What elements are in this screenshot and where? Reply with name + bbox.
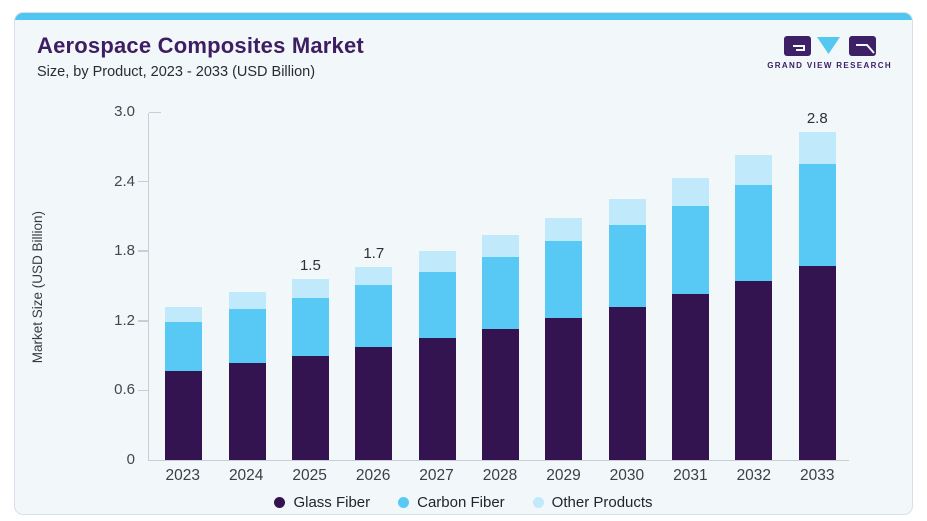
bar-2027[interactable] xyxy=(405,251,468,460)
bar-2033[interactable]: 2.8 xyxy=(786,110,849,460)
bar-2030[interactable] xyxy=(596,199,659,460)
gvr-logo-icon xyxy=(783,36,876,56)
bar-segment-other-products[interactable] xyxy=(608,199,646,225)
y-tick-label: 0.6 xyxy=(114,381,135,399)
bar-2024[interactable] xyxy=(215,291,278,460)
page-subtitle: Size, by Product, 2023 - 2033 (USD Billi… xyxy=(37,64,316,80)
legend-item-glass-fiber: Glass Fiber xyxy=(274,494,370,511)
legend-label: Other Products xyxy=(551,494,653,511)
bar-segment-other-products[interactable] xyxy=(165,306,203,322)
y-tick-mark xyxy=(138,180,148,183)
bar-segment-other-products[interactable] xyxy=(228,291,266,310)
bar-2025[interactable]: 1.5 xyxy=(279,257,342,460)
y-tick-label: 2.4 xyxy=(114,172,135,190)
bar-segment-carbon-fiber[interactable] xyxy=(355,284,393,348)
bar-segment-other-products[interactable] xyxy=(291,279,329,298)
bar-segment-glass-fiber[interactable] xyxy=(735,281,773,460)
y-tick-label: 3.0 xyxy=(114,103,135,120)
y-tick-mark xyxy=(138,250,148,252)
chart-card: Aerospace Composites Market Size, by Pro… xyxy=(14,12,913,515)
bar-segment-other-products[interactable] xyxy=(418,251,456,273)
bar-segment-glass-fiber[interactable] xyxy=(608,306,646,460)
bar-segment-carbon-fiber[interactable] xyxy=(165,321,203,371)
bar-segment-carbon-fiber[interactable] xyxy=(672,205,710,295)
chart: Market Size (USD Billion) 0 0.6 1.2 1.8 2.4 3… xyxy=(30,103,849,485)
bar-segment-carbon-fiber[interactable] xyxy=(418,272,456,339)
bar-segment-glass-fiber[interactable] xyxy=(418,338,456,460)
top-accent-bar xyxy=(15,13,912,20)
bar-segment-other-products[interactable] xyxy=(798,131,836,165)
x-tick-label: 2024 xyxy=(228,467,264,484)
legend-item-other-products: Other Products xyxy=(532,494,653,511)
bar-segment-glass-fiber[interactable] xyxy=(165,370,203,460)
bar-segment-glass-fiber[interactable] xyxy=(291,355,329,460)
bar-segment-carbon-fiber[interactable] xyxy=(608,224,646,307)
legend-label: Glass Fiber xyxy=(293,494,371,511)
y-tick-label: 1.8 xyxy=(114,242,135,260)
x-tick-label: 2031 xyxy=(673,467,708,484)
x-axis-labels: 2023 2024 2025 2026 2027 2028 2029 2030 2031 2032… xyxy=(148,467,849,485)
header: Aerospace Composites Market Size, by Pro… xyxy=(15,20,912,81)
bar-segment-carbon-fiber[interactable] xyxy=(545,240,583,319)
header-titles: Aerospace Composites Market Size, by Pro… xyxy=(37,33,364,81)
x-tick-label: 2029 xyxy=(546,467,581,484)
x-tick-label: 2025 xyxy=(292,467,327,484)
bar-segment-glass-fiber[interactable] xyxy=(672,294,710,460)
y-tick-mark xyxy=(138,389,148,392)
bar-2023[interactable] xyxy=(152,306,215,460)
x-tick-label: 2033 xyxy=(800,467,835,484)
y-axis-title: Market Size (USD Billion) xyxy=(30,210,45,364)
x-tick-label: 2027 xyxy=(419,467,454,484)
bar-segment-carbon-fiber[interactable] xyxy=(735,185,773,282)
page-title: Aerospace Composites Market xyxy=(37,33,364,58)
bar-total-label: 1.7 xyxy=(363,245,385,263)
glass-fiber-dot-icon xyxy=(274,497,286,508)
legend-item-carbon-fiber: Carbon Fiber xyxy=(398,494,505,511)
x-tick-label: 2026 xyxy=(355,467,391,484)
bar-segment-glass-fiber[interactable] xyxy=(355,347,393,460)
bar-segment-carbon-fiber[interactable] xyxy=(228,309,266,363)
y-axis-top-cap xyxy=(149,111,161,113)
bar-segment-carbon-fiber[interactable] xyxy=(481,257,519,329)
other-products-dot-icon xyxy=(532,497,544,508)
bar-segment-other-products[interactable] xyxy=(481,234,519,258)
bar-segment-glass-fiber[interactable] xyxy=(228,362,266,460)
carbon-fiber-dot-icon xyxy=(398,497,410,508)
y-axis-title-wrap: Market Size (USD Billion) xyxy=(30,113,45,461)
bar-segment-glass-fiber[interactable] xyxy=(481,328,519,460)
bar-segment-glass-fiber[interactable] xyxy=(798,266,836,460)
bar-2029[interactable] xyxy=(532,217,595,460)
bar-segment-carbon-fiber[interactable] xyxy=(798,164,836,267)
bars-container: 1.5 1.7 2.8 xyxy=(149,110,849,460)
bar-2031[interactable] xyxy=(659,178,722,460)
plot-area: 0 0.6 1.2 1.8 2.4 3.0 1.5 1.7 2.8 xyxy=(114,103,849,468)
bar-2026[interactable]: 1.7 xyxy=(342,245,405,460)
bar-segment-other-products[interactable] xyxy=(545,217,583,241)
legend: Glass Fiber Carbon Fiber Other Products xyxy=(15,494,912,511)
gvr-logo-text: GRAND VIEW RESEARCH xyxy=(767,61,892,70)
x-tick-label: 2030 xyxy=(609,467,645,484)
bar-2032[interactable] xyxy=(722,154,785,460)
bar-segment-other-products[interactable] xyxy=(735,154,773,186)
bar-2028[interactable] xyxy=(469,234,532,460)
bar-total-label: 1.5 xyxy=(299,257,321,275)
bar-segment-other-products[interactable] xyxy=(672,178,710,206)
y-tick-mark xyxy=(138,320,148,322)
bar-total-label: 2.8 xyxy=(806,109,828,127)
bar-segment-glass-fiber[interactable] xyxy=(545,318,583,460)
legend-label: Carbon Fiber xyxy=(417,494,505,511)
y-tick-label: 1.2 xyxy=(114,311,135,329)
bar-segment-other-products[interactable] xyxy=(355,267,393,285)
y-tick-label: 0 xyxy=(126,451,135,468)
bar-segment-carbon-fiber[interactable] xyxy=(291,297,329,356)
x-tick-label: 2023 xyxy=(165,467,200,484)
x-tick-label: 2028 xyxy=(482,467,518,484)
x-tick-label: 2032 xyxy=(736,467,772,484)
grand-view-research-logo: GRAND VIEW RESEARCH xyxy=(767,33,892,70)
